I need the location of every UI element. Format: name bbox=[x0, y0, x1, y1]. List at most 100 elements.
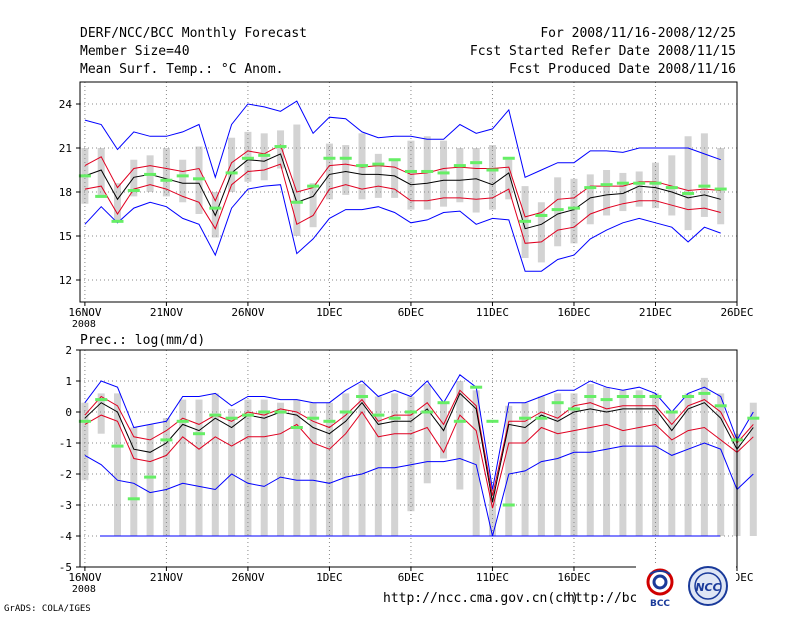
ensemble-marker bbox=[437, 171, 450, 175]
ensemble-marker bbox=[176, 174, 189, 178]
ensemble-marker bbox=[486, 419, 499, 423]
y-tick-label: 2 bbox=[65, 344, 72, 357]
ensemble-marker bbox=[388, 416, 401, 420]
x-tick-label: 26NOV bbox=[231, 571, 264, 584]
ensemble-marker bbox=[747, 416, 760, 420]
spread-box bbox=[342, 145, 350, 195]
ensemble-marker bbox=[225, 416, 238, 420]
x-tick-label: 16DEC bbox=[557, 306, 590, 319]
series-max-line bbox=[84, 374, 754, 490]
spread-box bbox=[260, 399, 268, 536]
x-tick-label: 11DEC bbox=[476, 571, 509, 584]
spread-box bbox=[179, 399, 187, 536]
series-lower-line bbox=[84, 411, 754, 509]
ensemble-marker bbox=[437, 401, 450, 405]
ensemble-marker bbox=[111, 219, 124, 223]
spread-box bbox=[130, 427, 138, 536]
ensemble-marker bbox=[307, 184, 320, 188]
ensemble-marker bbox=[372, 413, 385, 417]
ensemble-marker bbox=[486, 168, 499, 172]
ensemble-marker bbox=[209, 206, 222, 210]
ensemble-marker bbox=[290, 200, 303, 204]
spread-box bbox=[456, 148, 464, 203]
x-tick-label: 21NOV bbox=[150, 306, 183, 319]
ensemble-marker bbox=[127, 189, 140, 193]
ensemble-marker bbox=[665, 410, 678, 414]
series-min-line bbox=[84, 442, 754, 537]
ensemble-marker bbox=[274, 410, 287, 414]
series-mean-line bbox=[84, 153, 721, 230]
spread-box bbox=[162, 148, 170, 197]
precip-title: Prec.: log(mm/d) bbox=[80, 333, 205, 348]
spread-box bbox=[309, 183, 317, 228]
spread-box bbox=[651, 162, 659, 209]
ensemble-marker bbox=[551, 401, 564, 405]
spread-box bbox=[277, 402, 285, 536]
spread-box bbox=[472, 390, 480, 536]
x-tick-label: 16DEC bbox=[557, 571, 590, 584]
logo-area: BCC NCC bbox=[636, 564, 736, 610]
ensemble-marker bbox=[323, 419, 336, 423]
ensemble-marker bbox=[404, 169, 417, 173]
ensemble-marker bbox=[160, 178, 173, 182]
y-tick-label: 1 bbox=[65, 375, 72, 388]
spread-box bbox=[700, 133, 708, 217]
ensemble-marker bbox=[535, 416, 548, 420]
ensemble-marker bbox=[127, 497, 140, 501]
x-tick-label: 16NOV bbox=[68, 306, 101, 319]
spread-box bbox=[146, 424, 154, 536]
spread-box bbox=[635, 171, 643, 207]
spread-box bbox=[635, 390, 643, 536]
ensemble-marker bbox=[584, 395, 597, 398]
ensemble-marker bbox=[274, 145, 287, 149]
spread-box bbox=[423, 384, 431, 484]
series-min-line bbox=[84, 184, 721, 272]
spread-box bbox=[374, 396, 382, 536]
ensemble-marker bbox=[551, 208, 564, 212]
x-tick-label: 21NOV bbox=[150, 571, 183, 584]
ensemble-marker bbox=[356, 395, 369, 398]
spread-box bbox=[162, 418, 170, 536]
series-upper-line bbox=[84, 389, 754, 496]
plot-frame bbox=[79, 349, 738, 568]
ensemble-marker bbox=[160, 438, 173, 442]
ncc-logo-label: NCC bbox=[695, 581, 720, 594]
x-tick-label: 11DEC bbox=[476, 306, 509, 319]
spread-box bbox=[391, 393, 399, 536]
ensemble-marker bbox=[567, 407, 580, 411]
ensemble-marker bbox=[649, 181, 662, 185]
spread-box bbox=[521, 402, 529, 536]
x-tick-sublabel: 2008 bbox=[72, 319, 96, 330]
spread-box bbox=[81, 402, 89, 481]
ensemble-marker bbox=[193, 432, 206, 436]
spread-box bbox=[456, 381, 464, 490]
ensemble-marker bbox=[698, 391, 711, 395]
spread-box bbox=[407, 396, 415, 512]
ensemble-marker bbox=[600, 398, 613, 402]
ensemble-marker bbox=[95, 194, 108, 198]
ensemble-marker bbox=[453, 164, 466, 168]
spread-box bbox=[619, 390, 627, 536]
series-upper-line bbox=[84, 144, 721, 218]
ensemble-marker bbox=[714, 404, 727, 408]
spread-box bbox=[97, 393, 105, 434]
ensemble-marker bbox=[535, 213, 548, 217]
ensemble-marker bbox=[144, 475, 157, 479]
chart-title: DERF/NCC/BCC Monthly Forecast bbox=[80, 26, 307, 41]
ensemble-marker bbox=[600, 183, 613, 187]
spread-box bbox=[293, 399, 301, 536]
ensemble-marker bbox=[339, 410, 352, 414]
forecast-start-date: Fcst Started Refer Date 2008/11/15 bbox=[469, 44, 736, 59]
url-ncc[interactable]: http://ncc.cma.gov.cn(ch) bbox=[383, 591, 579, 606]
ensemble-marker bbox=[176, 419, 189, 423]
spread-box bbox=[700, 377, 708, 536]
spread-box bbox=[179, 159, 187, 203]
ensemble-marker bbox=[682, 191, 695, 195]
ensemble-marker bbox=[616, 395, 629, 398]
series-mean-line bbox=[84, 392, 754, 503]
spread-box bbox=[570, 178, 578, 244]
spread-box bbox=[586, 384, 594, 536]
ensemble-marker bbox=[78, 419, 91, 423]
spread-box bbox=[586, 174, 594, 225]
spread-box bbox=[668, 155, 676, 216]
